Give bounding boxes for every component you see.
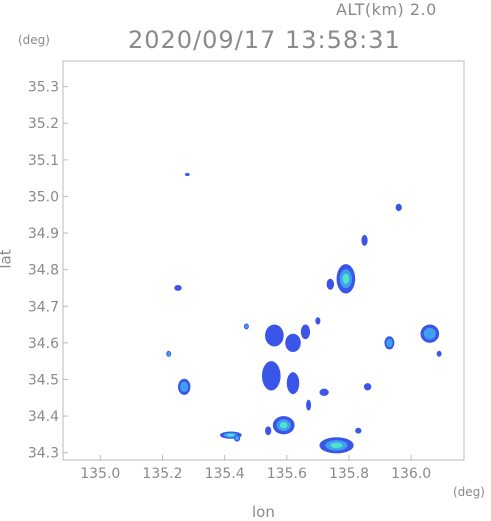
echo-cell	[355, 427, 362, 434]
y-axis-unit: (deg)	[18, 33, 50, 47]
echo-cell	[361, 234, 368, 246]
echo-cell	[261, 361, 281, 391]
y-tick-label: 34.7	[28, 299, 59, 315]
y-tick-label: 35.2	[28, 116, 59, 132]
x-tick-label: 135.4	[205, 466, 245, 482]
echo-cell	[363, 383, 372, 391]
echo-core	[244, 324, 249, 329]
x-axis-unit: (deg)	[453, 485, 485, 499]
echo-cell	[285, 333, 301, 353]
x-tick-group: 135.0 135.2 135.4 135.6 135.8 136.0	[80, 455, 431, 482]
x-tick-label: 135.6	[267, 466, 307, 482]
chart-title-timestamp: 2020/09/17 13:58:31	[128, 26, 401, 54]
y-tick-label: 35.3	[28, 80, 59, 96]
echo-core	[386, 338, 393, 348]
echo-cell	[319, 388, 329, 396]
x-tick-label: 135.2	[142, 466, 182, 482]
echo-layer	[166, 173, 442, 454]
plot-frame	[62, 60, 465, 461]
echo-cell	[326, 278, 335, 290]
echo-cell	[286, 372, 300, 395]
y-tick-label: 34.9	[28, 226, 59, 242]
echo-cell	[184, 173, 190, 176]
y-tick-label: 34.5	[28, 372, 59, 388]
echo-cell	[300, 324, 311, 340]
echo-cell	[395, 203, 402, 212]
echo-core	[235, 435, 240, 441]
echo-cell	[265, 324, 284, 347]
echo-cell	[436, 350, 442, 357]
y-tick-label: 34.4	[28, 409, 59, 425]
echo-core	[180, 381, 189, 393]
echo-cell	[265, 426, 272, 436]
y-tick-label: 34.6	[28, 336, 59, 352]
y-tick-label: 34.8	[28, 263, 59, 279]
echo-cell	[315, 317, 321, 325]
x-tick-label: 136.0	[391, 466, 431, 482]
y-tick-group: 34.3 34.4 34.5 34.6 34.7 34.8 34.9 35.0 35.1 35.2…	[28, 80, 68, 462]
y-tick-label: 35.1	[28, 153, 59, 169]
y-tick-label: 34.3	[28, 446, 59, 462]
y-tick-label: 35.0	[28, 189, 59, 205]
x-axis-label: lon	[252, 503, 275, 521]
echo-peak	[330, 442, 343, 449]
echo-cell	[174, 285, 182, 291]
altitude-label: ALT(km) 2.0	[336, 0, 437, 19]
echo-peak	[342, 273, 350, 284]
echo-core	[167, 351, 171, 356]
x-tick-label: 135.0	[80, 466, 120, 482]
echo-peak	[279, 422, 288, 429]
echo-peak	[227, 433, 235, 437]
echo-core	[423, 327, 436, 340]
x-tick-label: 135.8	[329, 466, 369, 482]
echo-cell	[306, 399, 312, 411]
